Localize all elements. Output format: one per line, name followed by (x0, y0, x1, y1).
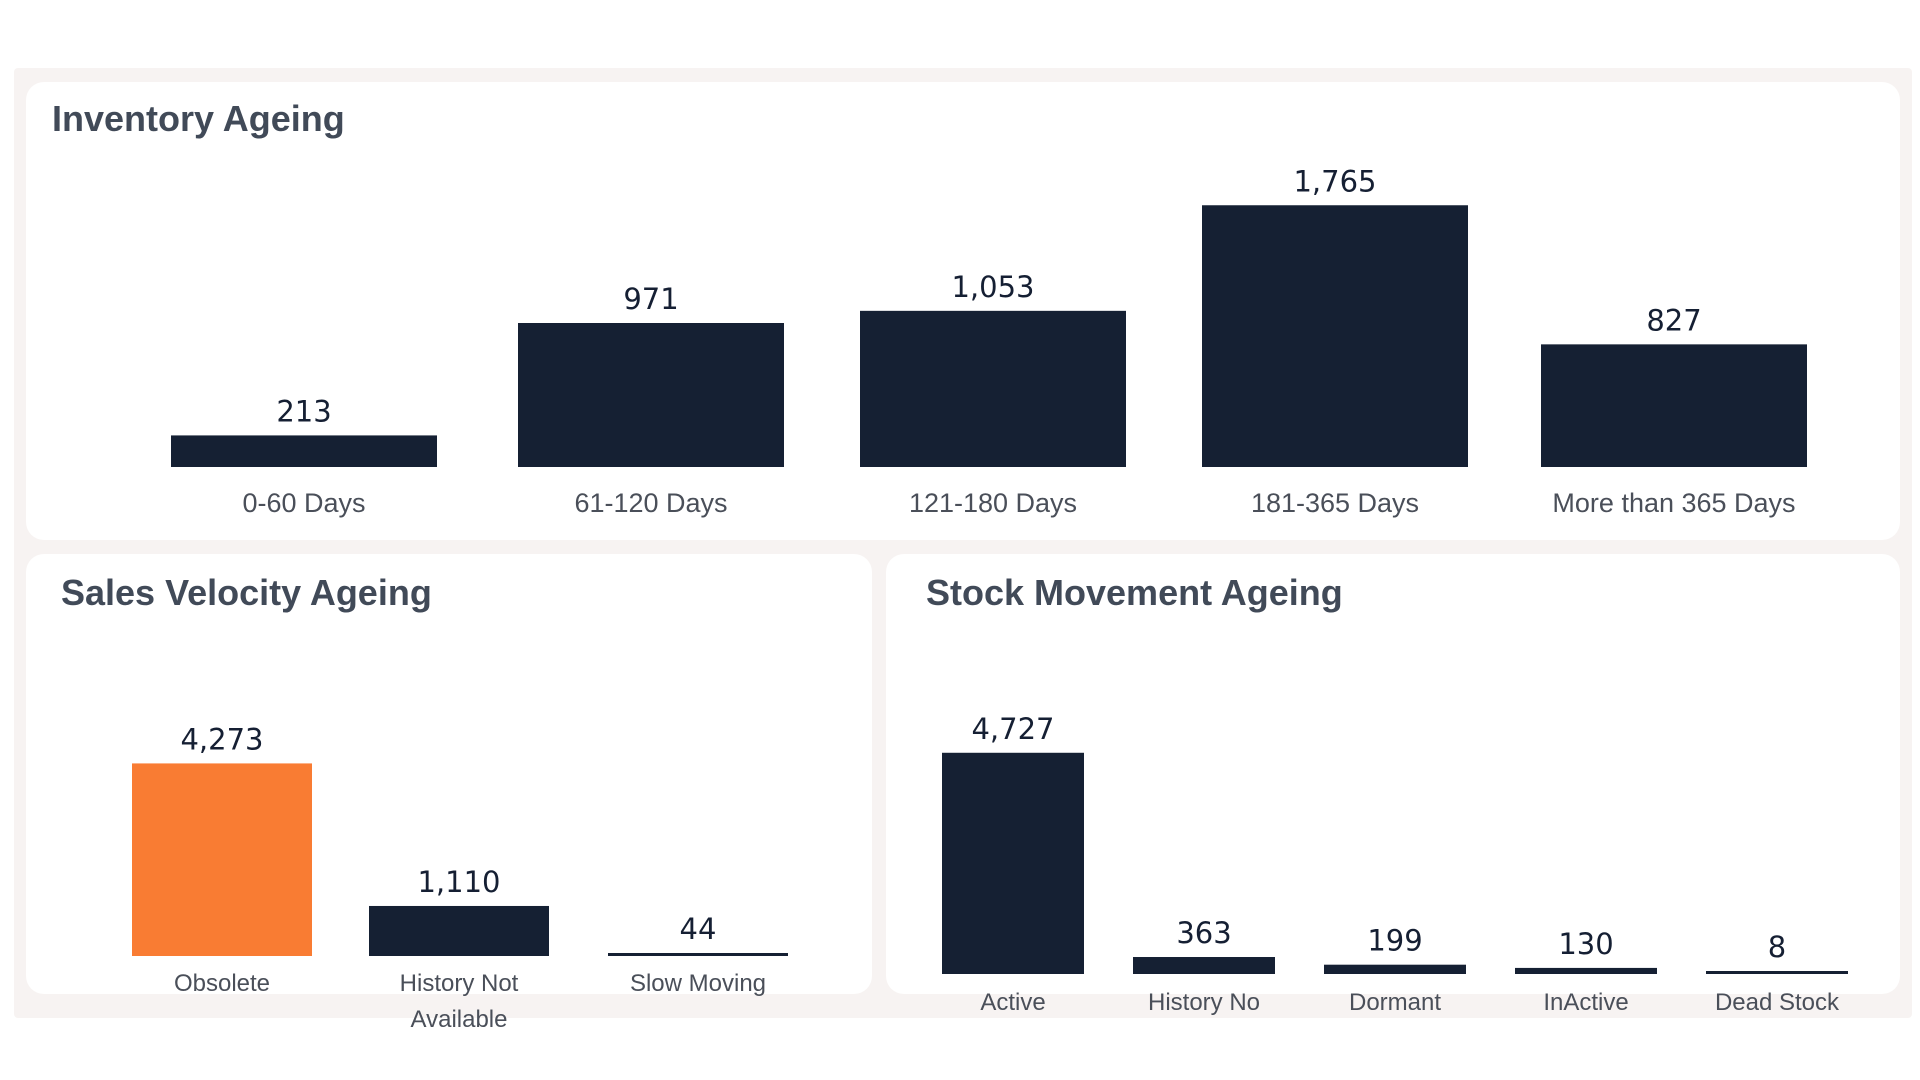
inventory-value-label-181-365-days: 1,765 (1293, 164, 1376, 198)
inventory-value-label-0-60-days: 213 (276, 394, 331, 428)
stock-category-label-inactive: InActive (1543, 989, 1628, 1016)
stock-movement-ageing-chart: 4,727 Active 363 History No 199 Dormant 130 InA… (942, 712, 1848, 1016)
stock-category-label-active: Active (980, 989, 1045, 1016)
stock-bar-dead-stock[interactable] (1706, 971, 1848, 974)
sales-bar-obsolete[interactable] (132, 763, 312, 956)
inventory-value-label-more-than-365-days: 827 (1646, 303, 1701, 337)
stock-bar-inactive[interactable] (1515, 967, 1657, 974)
stock-category-label-dead-stock: Dead Stock (1715, 989, 1840, 1016)
sales-value-label-obsolete: 4,273 (180, 722, 263, 756)
inventory-ageing-panel: Inventory Ageing 213 0-60 Days 971 61-120 D… (26, 82, 1900, 540)
stock-value-label-dormant: 199 (1367, 924, 1422, 958)
stock-bar-history-no[interactable] (1133, 957, 1275, 974)
stock-bar-active[interactable] (942, 752, 1084, 974)
sales-bar-slow-moving[interactable] (608, 953, 788, 956)
stock-movement-ageing-panel: Stock Movement Ageing 4,727 Active 363 Hist… (886, 554, 1900, 1016)
sales-value-label-history-not-available: 1,110 (417, 865, 500, 899)
sales-category-label-history-not-available-line-2: Available (411, 1006, 508, 1033)
inventory-category-label-61-120-days: 61-120 Days (574, 488, 727, 518)
stock-value-label-active: 4,727 (971, 712, 1054, 746)
inventory-category-label-more-than-365-days: More than 365 Days (1552, 488, 1795, 518)
inventory-bar-more-than-365-days[interactable] (1541, 344, 1807, 467)
stock-movement-ageing-title: Stock Movement Ageing (926, 572, 1343, 613)
inventory-value-label-121-180-days: 1,053 (951, 270, 1034, 304)
stock-category-label-dormant: Dormant (1349, 989, 1441, 1016)
dashboard-frame: Inventory Ageing 213 0-60 Days 971 61-120 D… (14, 68, 1912, 1033)
inventory-value-label-61-120-days: 971 (623, 282, 678, 316)
stock-value-label-inactive: 130 (1558, 927, 1613, 961)
sales-category-label-history-not-available-line-1: History Not (400, 970, 519, 997)
inventory-category-label-121-180-days: 121-180 Days (909, 488, 1077, 518)
stock-bar-dormant[interactable] (1324, 964, 1466, 974)
inventory-bar-181-365-days[interactable] (1202, 205, 1468, 468)
inventory-bar-61-120-days[interactable] (518, 323, 784, 467)
inventory-bar-121-180-days[interactable] (860, 310, 1126, 467)
sales-category-label-obsolete: Obsolete (174, 970, 270, 997)
inventory-category-label-0-60-days: 0-60 Days (242, 488, 365, 518)
sales-velocity-ageing-panel: Sales Velocity Ageing 4,273 Obsolete 1,110… (26, 554, 872, 1033)
inventory-ageing-title: Inventory Ageing (52, 98, 345, 139)
stock-category-label-history-no: History No (1148, 989, 1260, 1016)
stock-value-label-dead-stock: 8 (1768, 930, 1786, 964)
inventory-ageing-chart: 213 0-60 Days 971 61-120 Days 1,053 121-180 D… (171, 164, 1807, 518)
sales-velocity-ageing-title: Sales Velocity Ageing (61, 572, 432, 613)
sales-value-label-slow-moving: 44 (680, 912, 717, 946)
stock-value-label-history-no: 363 (1176, 916, 1231, 950)
sales-category-label-slow-moving: Slow Moving (630, 970, 766, 997)
inventory-category-label-181-365-days: 181-365 Days (1251, 488, 1419, 518)
inventory-bar-0-60-days[interactable] (171, 435, 437, 467)
sales-velocity-ageing-chart: 4,273 Obsolete 1,110 History Not Available 44… (132, 722, 788, 1033)
sales-bar-history-not-available[interactable] (369, 905, 549, 956)
